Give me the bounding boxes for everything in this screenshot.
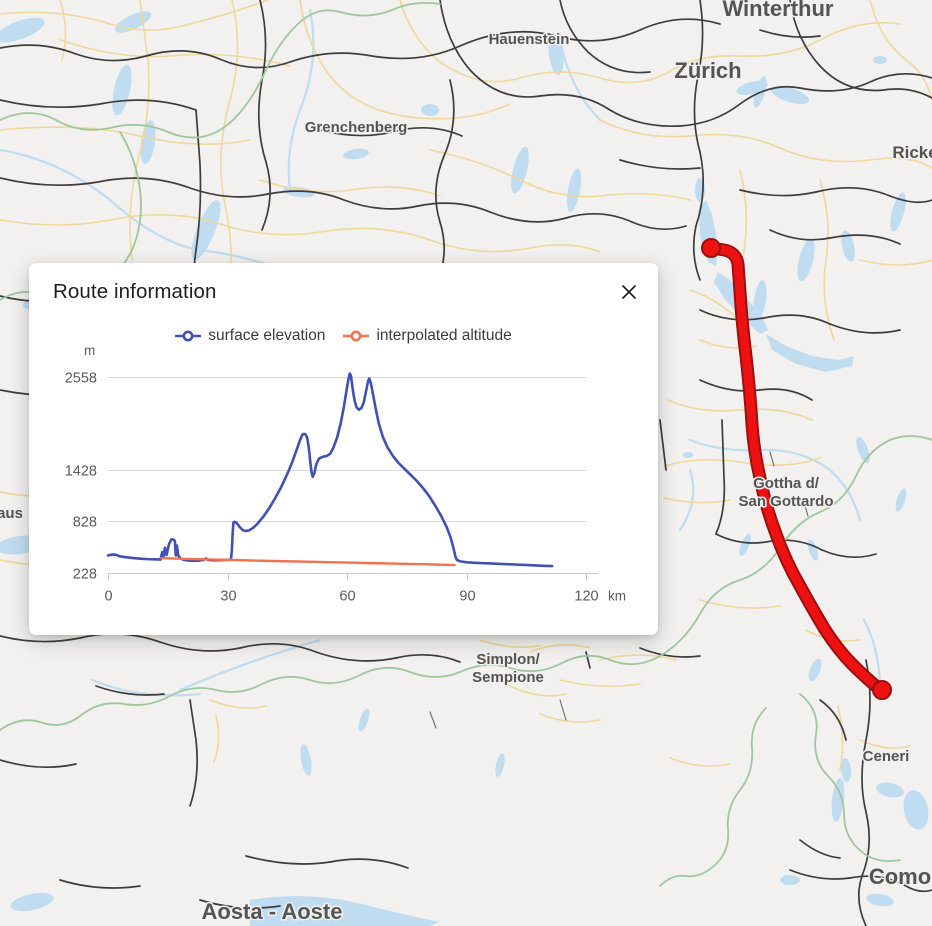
legend-label: surface elevation: [208, 327, 326, 344]
chart-x-axis: [108, 573, 598, 581]
y-tick-label: 228: [73, 567, 97, 583]
chart-series: [106, 372, 554, 568]
series-1: [160, 556, 456, 567]
line-circle-marker: [175, 330, 202, 342]
route-end-marker[interactable]: [872, 680, 892, 700]
map-label: Hauenstein: [489, 31, 570, 48]
map-label: Gottha d/: [753, 475, 820, 492]
map-label: Sempione: [472, 669, 544, 686]
y-tick-label: 2558: [65, 371, 97, 387]
map-label: Simplon/: [476, 651, 540, 668]
map-label: Grenchenberg: [305, 119, 408, 136]
legend-label: interpolated altitude: [376, 327, 512, 344]
map-label: Aosta - Aoste: [202, 899, 343, 924]
map-label: Zürich: [674, 58, 741, 83]
x-tick-label: 60: [339, 589, 355, 605]
legend-item-0[interactable]: surface elevation: [175, 327, 325, 345]
panel-title: Route information: [53, 280, 217, 303]
elevation-chart[interactable]: 228 828 1428 2558 0 30 60 90 120 m km: [29, 263, 658, 635]
map-label: Ceneri: [863, 748, 910, 765]
map-label: Ricke: [892, 143, 932, 162]
map-label: Winterthur: [722, 0, 833, 21]
chart-legend: surface elevation interpolated altitude: [29, 327, 658, 345]
route-start-marker[interactable]: [701, 238, 721, 258]
x-tick-label: 120: [574, 589, 598, 605]
map-border-layer: [0, 1, 932, 887]
chart-x-tick-labels: 0 30 60 90 120: [104, 589, 598, 605]
chart-y-unit-label: m: [84, 343, 95, 358]
x-tick-label: 30: [220, 589, 236, 605]
line-circle-marker: [343, 330, 370, 342]
chart-y-tick-labels: 228 828 1428 2558: [65, 371, 97, 583]
legend-item-1[interactable]: interpolated altitude: [343, 327, 512, 345]
y-tick-label: 1428: [65, 464, 97, 480]
x-tick-label: 90: [459, 589, 475, 605]
route-information-panel: Route information surface elevation inter…: [29, 263, 658, 635]
map-label: aus: [0, 505, 23, 522]
chart-x-unit-label: km: [608, 589, 626, 604]
route-line[interactable]: [701, 238, 892, 700]
chart-gridlines: [108, 377, 586, 522]
x-tick-label: 0: [104, 589, 112, 605]
map-label: Como: [869, 864, 931, 889]
close-icon[interactable]: [614, 277, 644, 307]
series-0: [106, 372, 554, 568]
map-label: San Gottardo: [738, 493, 833, 510]
y-tick-label: 828: [73, 515, 97, 531]
